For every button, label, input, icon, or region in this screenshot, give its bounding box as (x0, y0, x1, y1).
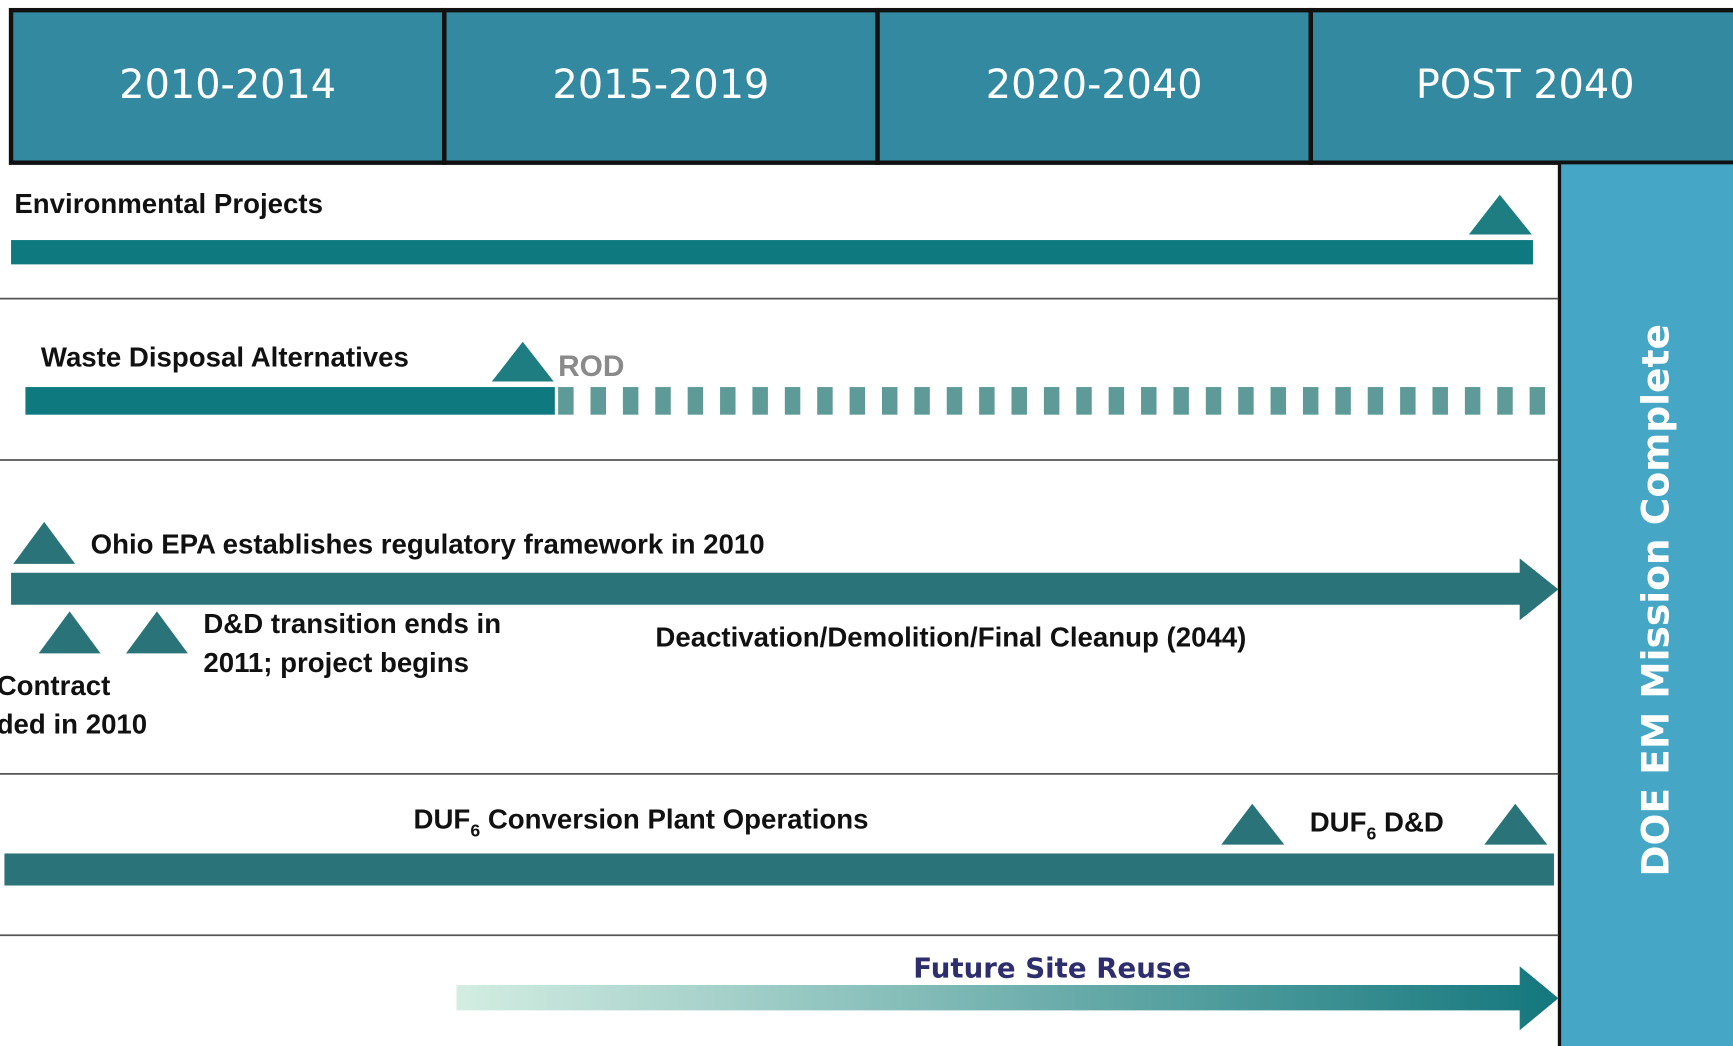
milestone (491, 341, 554, 382)
milestone (1484, 803, 1548, 845)
dash (687, 387, 704, 415)
text: Conversion Plant Operations (480, 804, 868, 835)
dash (1270, 387, 1287, 415)
period: 2010-2014 (119, 62, 336, 108)
dash (849, 387, 866, 415)
dash (590, 387, 606, 415)
dash (1011, 387, 1027, 415)
dash (1108, 387, 1125, 415)
header: 2010-2014 2015-2019 2020-2040 POST 2040 (8, 7, 1733, 165)
dash (655, 387, 671, 415)
dash (1076, 387, 1092, 415)
header-cell (875, 7, 1314, 165)
dash (1335, 387, 1351, 415)
header-cell (442, 7, 880, 165)
separators (0, 297, 1559, 937)
milestone (125, 611, 188, 654)
milestone (38, 611, 101, 654)
arrow (11, 558, 1559, 621)
milestone-label: Ohio EPA establishes regulatory framewor… (91, 529, 765, 560)
bar (4, 853, 1554, 886)
dashed-bar (558, 387, 1546, 415)
period: POST 2040 (1416, 62, 1635, 108)
side-label: DOE EM Mission Complete (1633, 324, 1677, 877)
dash (1302, 387, 1319, 415)
dash (1205, 387, 1222, 415)
text: DUF (1310, 807, 1367, 838)
milestone-label: ROD (558, 350, 624, 383)
dash (914, 387, 930, 415)
note: 2011; project begins (203, 647, 469, 678)
bar (25, 387, 555, 415)
text: D&D (1376, 807, 1444, 838)
dash (752, 387, 768, 415)
dash (1497, 387, 1513, 415)
row-label: Waste Disposal Alternatives (41, 342, 409, 373)
note: D&D transition ends in (203, 608, 501, 639)
dash (1238, 387, 1254, 415)
milestone-label: DUF6 D&D (1310, 807, 1444, 843)
text: DUF (414, 804, 471, 835)
header-cell (8, 7, 447, 165)
header-cell (1308, 7, 1733, 165)
note: Contract (0, 670, 110, 701)
note: ded in 2010 (0, 709, 147, 740)
milestone (1221, 803, 1285, 845)
period: 2020-2040 (986, 62, 1203, 108)
bar (11, 240, 1533, 265)
dash (1141, 387, 1157, 415)
dash (1043, 387, 1060, 415)
subscript: 6 (1366, 823, 1376, 843)
subscript: 6 (470, 820, 480, 840)
dash (1367, 387, 1384, 415)
dash (558, 387, 574, 415)
milestone (13, 521, 76, 564)
dash (881, 387, 898, 415)
row-label: Future Site Reuse (913, 952, 1191, 985)
dash (720, 387, 736, 415)
dash (1432, 387, 1448, 415)
row-label: DUF6 Conversion Plant Operations (414, 804, 869, 840)
row-label: Deactivation/Demolition/Final Cleanup (2… (655, 621, 1246, 652)
row-label: Environmental Projects (14, 188, 323, 219)
dash (817, 387, 833, 415)
dash (946, 387, 963, 415)
dash (1173, 387, 1189, 415)
dash (979, 387, 995, 415)
dash (1400, 387, 1416, 415)
milestone (1468, 194, 1532, 235)
dash (622, 387, 639, 415)
dash (1529, 387, 1546, 415)
dash (1464, 387, 1481, 415)
arrow (456, 966, 1559, 1031)
dash (784, 387, 801, 415)
side-bar (1557, 161, 1733, 1046)
period: 2015-2019 (553, 62, 770, 108)
